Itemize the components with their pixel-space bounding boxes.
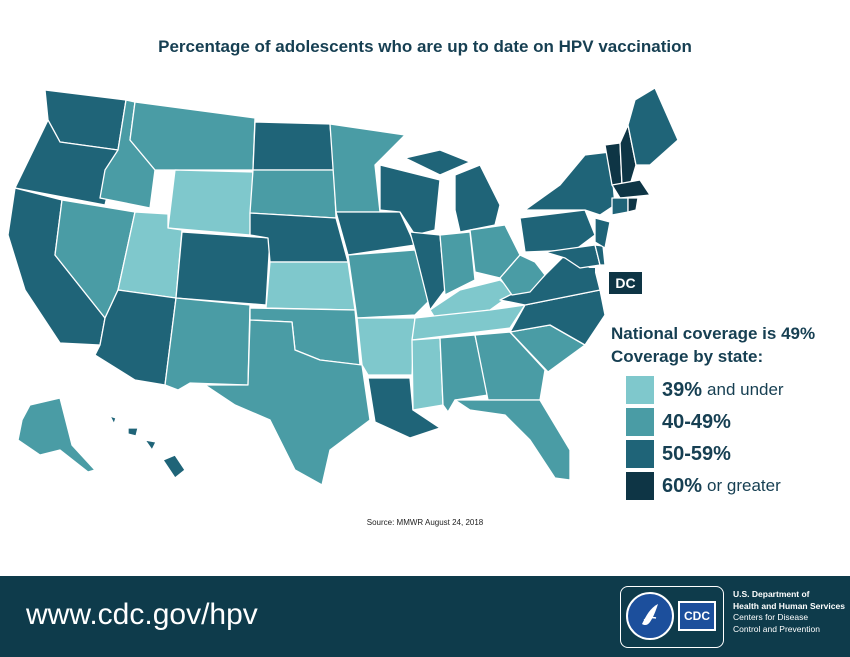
cdc-logo: CDC	[678, 601, 716, 631]
state-hi-islands[interactable]	[109, 415, 157, 451]
state-tn[interactable]	[411, 304, 526, 341]
state-ny[interactable]	[524, 151, 616, 216]
agency-line: U.S. Department of	[733, 589, 810, 599]
legend-pct: 39%	[662, 378, 703, 401]
legend-swatch	[626, 472, 654, 500]
state-ia[interactable]	[335, 211, 416, 256]
footer: www.cdc.gov/hpv CDC U.S. Department of H…	[0, 576, 850, 657]
source-note: Source: MMWR August 24, 2018	[366, 518, 484, 527]
state-ri[interactable]	[627, 197, 639, 213]
state-mn[interactable]	[329, 123, 406, 213]
legend-item: 50-59%	[626, 440, 784, 468]
state-mi[interactable]	[454, 164, 501, 233]
state-mt[interactable]	[129, 101, 256, 171]
agency-line: Health and Human Services	[733, 600, 845, 611]
national-coverage: National coverage is 49%	[611, 324, 816, 343]
state-ks[interactable]	[265, 261, 356, 311]
legend-item: 60% or greater	[626, 472, 784, 500]
state-wv[interactable]	[499, 254, 546, 296]
state-nj[interactable]	[594, 217, 611, 249]
footer-url[interactable]: www.cdc.gov/hpv	[26, 598, 258, 631]
state-mi-up[interactable]	[404, 149, 471, 176]
state-dc[interactable]	[588, 268, 595, 275]
map-title: Percentage of adolescents who are up to …	[158, 37, 692, 56]
legend-swatch	[626, 408, 654, 436]
state-ar[interactable]	[356, 317, 416, 376]
state-nh[interactable]	[619, 124, 637, 186]
state-ga[interactable]	[474, 331, 546, 401]
state-co[interactable]	[175, 231, 271, 306]
agency-name: U.S. Department of Health and Human Serv…	[733, 589, 845, 635]
state-tx[interactable]	[204, 319, 371, 486]
legend-item: 40-49%	[626, 408, 784, 436]
legend-pct: 40-49%	[662, 410, 731, 433]
state-nd[interactable]	[252, 121, 335, 171]
dc-label: DC	[609, 272, 642, 294]
state-fl[interactable]	[454, 399, 571, 481]
state-ms[interactable]	[411, 337, 444, 411]
agency-line: Centers for Disease	[733, 612, 809, 622]
state-in[interactable]	[439, 231, 476, 296]
state-wy[interactable]	[167, 169, 254, 236]
state-ct[interactable]	[611, 197, 629, 216]
agency-line: Control and Prevention	[733, 623, 820, 634]
legend-suffix: or greater	[707, 476, 781, 495]
state-nm[interactable]	[164, 297, 251, 391]
state-md[interactable]	[544, 244, 601, 269]
coverage-summary: National coverage is 49% Coverage by sta…	[611, 322, 815, 368]
legend-item: 39% and under	[626, 376, 784, 404]
state-hi[interactable]	[162, 454, 186, 479]
eagle-icon	[642, 604, 658, 626]
state-mo[interactable]	[347, 249, 431, 319]
legend-pct: 60%	[662, 474, 703, 497]
state-la[interactable]	[367, 377, 441, 439]
state-pa[interactable]	[519, 209, 596, 253]
state-ma[interactable]	[611, 179, 651, 199]
legend: 39% and under 40-49% 50-59% 60% or great…	[626, 376, 784, 504]
legend-swatch	[626, 440, 654, 468]
legend-swatch	[626, 376, 654, 404]
state-sd[interactable]	[249, 169, 337, 219]
hhs-seal-icon	[626, 592, 674, 640]
state-il[interactable]	[409, 231, 446, 311]
coverage-by-state: Coverage by state:	[611, 347, 764, 366]
state-me[interactable]	[627, 87, 679, 166]
legend-pct: 50-59%	[662, 442, 731, 465]
logo-box: CDC	[620, 586, 724, 648]
state-ak[interactable]	[17, 397, 96, 473]
legend-suffix: and under	[707, 380, 784, 399]
